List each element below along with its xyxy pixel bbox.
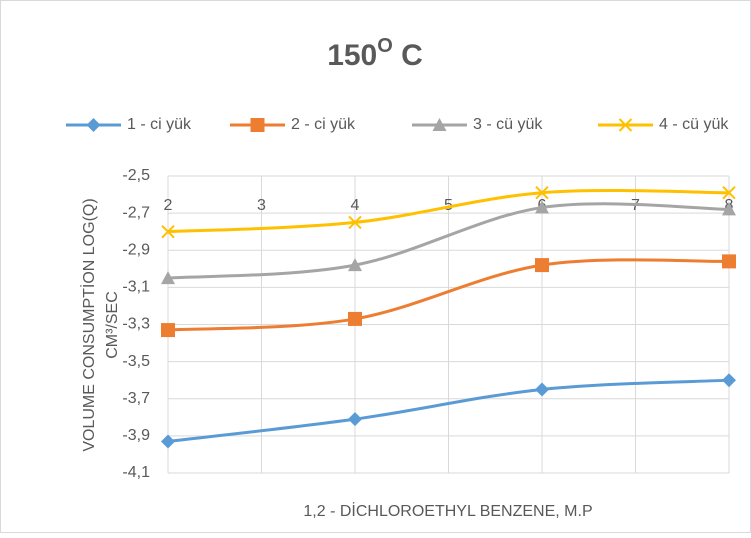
y-axis-label: VOLUME CONSUMPTİON LOG(Q) (79, 198, 98, 451)
legend-label: 2 - ci yük (291, 116, 356, 133)
point (161, 434, 175, 449)
legend-marker (618, 118, 633, 132)
point (161, 271, 175, 285)
point (535, 382, 549, 397)
x-axis-label: 1,2 - DİCHLOROETHYL BENZENE, M.P (303, 501, 592, 520)
series-line (167, 202, 730, 280)
x-tick-label: 2 (164, 197, 173, 214)
y-tick-label: -3,7 (122, 390, 150, 407)
x-tick-label: 4 (351, 197, 360, 214)
point (348, 311, 362, 326)
point (535, 258, 549, 273)
y-tick-label: -2,5 (122, 167, 150, 184)
legend-label: 1 - ci yük (127, 116, 192, 133)
point (348, 258, 362, 272)
point (722, 202, 736, 216)
y-tick-label: -2,7 (122, 204, 150, 221)
point (348, 412, 362, 427)
point (722, 254, 736, 269)
y-tick-label: -2,9 (122, 241, 150, 258)
y-tick-label: -4,1 (122, 464, 150, 481)
chart-title: 150O C (327, 35, 423, 72)
y-tick-label: -3,3 (122, 316, 150, 333)
legend-label: 4 - cü yük (659, 116, 729, 133)
point (161, 323, 175, 338)
legend-label: 3 - cü yük (473, 116, 543, 133)
series-line (167, 378, 730, 443)
legend-marker (432, 118, 447, 131)
point (535, 185, 549, 200)
point (722, 185, 736, 200)
legend-marker (250, 118, 265, 132)
x-tick-label: 3 (257, 197, 266, 214)
title-main: 150 (327, 39, 377, 72)
point (722, 373, 736, 388)
point (161, 224, 175, 239)
series-line (167, 189, 730, 234)
y-tick-label: -3,5 (122, 353, 150, 370)
series-line (167, 258, 730, 332)
title-superscript: O (377, 35, 393, 57)
point (348, 215, 362, 230)
title-suffix: C (393, 39, 423, 72)
y-tick-label: -3,9 (122, 427, 150, 444)
y-axis-label: CM³/SEC (104, 291, 121, 359)
legend-marker (86, 118, 101, 132)
y-tick-label: -3,1 (122, 279, 150, 296)
point (535, 200, 549, 214)
